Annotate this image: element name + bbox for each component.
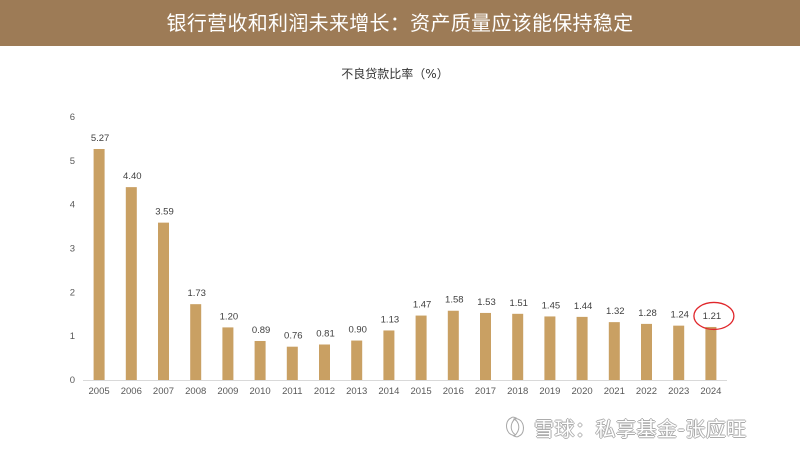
data-label-2014: 1.13 (381, 314, 400, 325)
x-tick-label-2008: 2008 (185, 386, 206, 397)
x-tick-label-2009: 2009 (217, 386, 238, 397)
bar-2016 (447, 310, 459, 380)
x-tick-label-2020: 2020 (572, 386, 593, 397)
y-tick-label: 5 (70, 156, 75, 167)
bar-2008 (190, 304, 202, 380)
x-tick-label-2019: 2019 (539, 386, 560, 397)
x-tick-label-2005: 2005 (89, 386, 110, 397)
data-label-2023: 1.24 (670, 310, 689, 321)
data-label-2005: 5.27 (91, 133, 110, 144)
bar-2020 (576, 316, 588, 380)
x-tick-label-2014: 2014 (378, 386, 399, 397)
watermark: 雪球：私享基金-张应旺 (502, 413, 747, 441)
data-label-2010: 0.89 (252, 325, 271, 336)
bar-2011 (286, 346, 298, 380)
xueqiu-logo-icon (506, 416, 524, 438)
x-tick-label-2022: 2022 (636, 386, 657, 397)
data-label-2006: 4.40 (123, 171, 142, 182)
x-tick-label-2013: 2013 (346, 386, 367, 397)
x-tick-label-2010: 2010 (250, 386, 271, 397)
x-tick-label-2016: 2016 (443, 386, 464, 397)
header-bar: 银行营收和利润未来增长：资产质量应该能保持稳定 (0, 0, 800, 46)
data-label-2009: 1.20 (220, 311, 239, 322)
bar-2014 (383, 330, 395, 380)
bar-2009 (222, 327, 234, 380)
x-tick-label-2011: 2011 (282, 386, 302, 397)
bar-2021 (608, 322, 620, 380)
x-tick-label-2015: 2015 (411, 386, 432, 397)
watermark-text: 雪球：私享基金-张应旺 (534, 416, 747, 441)
data-label-2007: 3.59 (155, 207, 174, 218)
bar-2018 (512, 313, 524, 380)
data-label-2017: 1.53 (477, 297, 496, 308)
bar-2023 (673, 325, 685, 380)
bar-2013 (351, 340, 363, 380)
chart-title: 不良贷款比率（%） (341, 67, 449, 81)
x-tick-label-2017: 2017 (475, 386, 496, 397)
bar-2015 (415, 315, 427, 380)
bar-2024 (705, 326, 717, 380)
y-tick-label: 6 (70, 112, 75, 123)
x-tick-label-2024: 2024 (700, 386, 721, 397)
bar-2012 (319, 344, 330, 380)
data-label-2019: 1.45 (542, 300, 561, 311)
x-tick-label-2012: 2012 (314, 386, 335, 397)
x-tick-label-2018: 2018 (507, 386, 528, 397)
data-label-2015: 1.47 (413, 300, 432, 311)
x-tick-label-2021: 2021 (604, 386, 625, 397)
x-tick-label-2023: 2023 (668, 386, 689, 397)
bar-2022 (641, 323, 652, 380)
y-tick-label: 0 (70, 375, 75, 386)
y-tick-label: 3 (70, 244, 75, 255)
data-label-2022: 1.28 (638, 308, 657, 319)
bar-2006 (125, 187, 137, 380)
x-tick-label-2007: 2007 (153, 386, 174, 397)
highlight-circle-2024 (693, 301, 735, 331)
bar-2007 (158, 222, 169, 380)
data-label-2011: 0.76 (284, 331, 303, 342)
data-label-2024: 1.21 (703, 311, 722, 322)
data-label-2012: 0.81 (316, 328, 335, 339)
bar-2017 (480, 312, 491, 380)
bar-2019 (544, 316, 556, 380)
bar-2010 (254, 340, 266, 380)
data-label-2016: 1.58 (445, 295, 464, 306)
y-tick-label: 2 (70, 287, 75, 298)
data-label-2008: 1.73 (187, 288, 206, 299)
x-tick-label-2006: 2006 (121, 386, 142, 397)
data-label-2021: 1.32 (606, 306, 625, 317)
y-tick-label: 1 (70, 331, 75, 342)
bar-2005 (93, 148, 105, 380)
page-title: 银行营收和利润未来增长：资产质量应该能保持稳定 (166, 11, 634, 35)
y-tick-label: 4 (70, 200, 75, 211)
data-label-2020: 1.44 (574, 301, 593, 312)
data-label-2013: 0.90 (348, 325, 367, 336)
data-label-2018: 1.51 (509, 298, 528, 309)
